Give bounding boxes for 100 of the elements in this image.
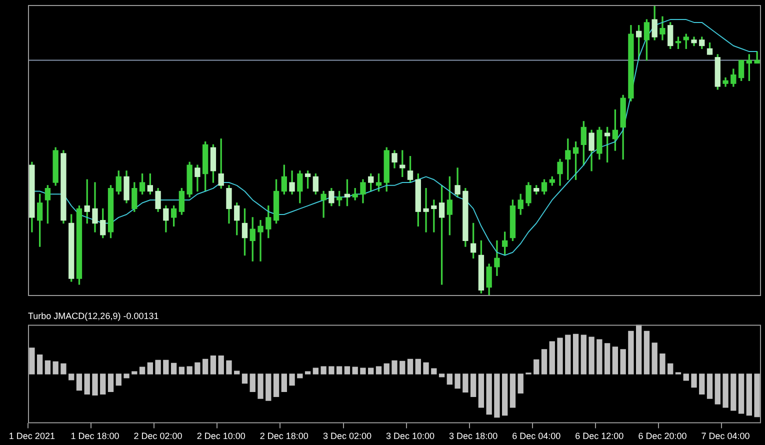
bar <box>486 374 492 415</box>
bar <box>218 355 224 374</box>
bar <box>446 374 452 385</box>
bar <box>281 374 287 392</box>
bar <box>604 343 610 374</box>
bar <box>52 361 58 374</box>
bar <box>494 374 500 418</box>
bar <box>76 374 82 391</box>
x-tick-label: 3 Dec 18:00 <box>449 431 498 442</box>
bar <box>754 374 760 418</box>
bar <box>124 374 130 378</box>
bar <box>683 374 689 381</box>
bar <box>572 334 579 374</box>
bar <box>502 374 508 416</box>
x-tick-label: 3 Dec 10:00 <box>386 431 435 442</box>
bar <box>400 360 406 374</box>
bar <box>352 366 358 374</box>
bar <box>250 374 256 392</box>
candlestick <box>320 190 326 218</box>
bar <box>360 368 366 374</box>
bar <box>423 362 429 374</box>
bar <box>139 366 146 374</box>
bar <box>92 374 98 396</box>
bar <box>660 354 666 374</box>
bar <box>36 354 43 374</box>
bar <box>746 374 752 416</box>
bar <box>336 366 342 374</box>
bar <box>384 363 390 374</box>
bar <box>320 366 326 374</box>
bar <box>612 346 618 374</box>
bar <box>242 374 248 384</box>
bar <box>376 366 382 374</box>
bar <box>722 374 728 408</box>
bar <box>706 374 713 399</box>
bar <box>68 374 74 380</box>
bar <box>407 358 414 374</box>
bar <box>100 374 106 394</box>
bar <box>266 374 272 401</box>
bar <box>304 371 311 374</box>
x-tick-label: 2 Dec 18:00 <box>260 431 308 442</box>
bar <box>226 360 232 374</box>
bar <box>210 355 216 374</box>
bar <box>344 366 350 374</box>
bar <box>132 371 138 374</box>
bar <box>510 374 516 408</box>
bar <box>596 339 602 374</box>
bar <box>147 362 153 374</box>
bar <box>163 360 169 374</box>
x-tick-label: 6 Dec 04:00 <box>512 431 561 442</box>
bar <box>541 349 548 374</box>
bar <box>194 362 200 374</box>
x-tick-label: 6 Dec 20:00 <box>638 431 687 442</box>
bar <box>297 374 303 378</box>
bar <box>549 341 555 374</box>
bar <box>691 374 697 388</box>
bar <box>714 374 720 404</box>
bar <box>170 362 177 374</box>
bar <box>60 363 66 374</box>
bar <box>258 374 264 399</box>
bar <box>668 363 674 374</box>
bar <box>478 374 484 408</box>
bar <box>234 370 240 374</box>
bar <box>454 374 460 389</box>
chart-title: Turbo JMACD(12,26,9) -0.00131 <box>28 310 159 321</box>
bar <box>730 374 736 411</box>
bar <box>431 368 437 374</box>
bar <box>312 368 319 374</box>
bar <box>328 366 334 374</box>
bar <box>644 330 650 374</box>
bar <box>565 334 571 374</box>
bar <box>29 348 35 374</box>
bar <box>588 336 594 374</box>
x-tick-label: 3 Dec 02:00 <box>322 431 372 442</box>
bar <box>534 359 540 374</box>
x-tick-label: 2 Dec 02:00 <box>134 431 182 442</box>
bar <box>368 368 374 374</box>
bar <box>636 324 642 374</box>
bar <box>186 366 192 374</box>
candlestick <box>258 220 264 262</box>
bar <box>652 342 658 374</box>
bar <box>470 374 476 397</box>
bar <box>178 366 185 374</box>
bar <box>415 358 421 374</box>
bar <box>84 374 90 394</box>
x-tick-label: 7 Dec 04:00 <box>701 431 750 442</box>
bar <box>273 374 280 397</box>
x-tick-label: 1 Dec 2021 <box>8 431 55 442</box>
bar <box>518 374 524 394</box>
bar <box>289 374 295 386</box>
bar <box>392 360 398 374</box>
x-tick-label: 6 Dec 12:00 <box>575 431 624 442</box>
bar <box>438 374 445 378</box>
bar <box>155 360 161 374</box>
candlestick <box>423 188 429 232</box>
bar <box>699 374 705 394</box>
bar <box>462 374 468 393</box>
bar <box>108 374 114 392</box>
bar <box>580 334 586 374</box>
x-tick-label: 1 Dec 18:00 <box>70 431 120 442</box>
bar <box>44 360 51 374</box>
